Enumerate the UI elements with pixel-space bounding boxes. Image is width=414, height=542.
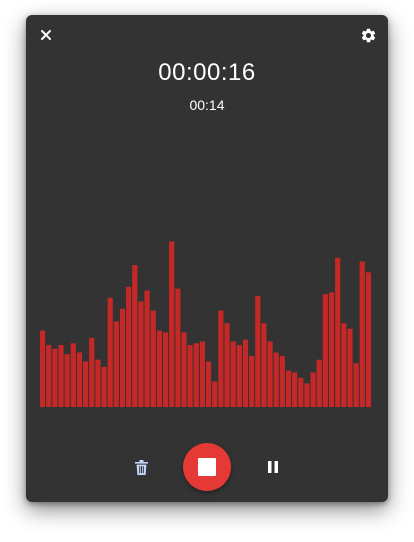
waveform-bar (335, 257, 341, 407)
close-button[interactable] (38, 27, 54, 43)
waveform-bar (119, 308, 126, 407)
waveform-bar (52, 348, 58, 407)
waveform-bar (218, 310, 224, 407)
waveform-bar (279, 356, 285, 407)
trash-icon (134, 459, 148, 475)
waveform-bar (316, 359, 322, 407)
delete-button[interactable] (132, 457, 150, 477)
waveform-bar (328, 292, 335, 407)
waveform-bar (40, 330, 46, 407)
waveform-bar (292, 372, 298, 407)
pause-button[interactable] (264, 457, 282, 477)
waveform-bar (70, 343, 76, 407)
waveform-bar (255, 295, 261, 407)
waveform-bar (83, 361, 89, 407)
waveform-bar (193, 343, 199, 407)
stop-button[interactable] (183, 443, 231, 491)
waveform-bar (304, 383, 310, 407)
waveform-bar (64, 354, 70, 407)
elapsed-time: 00:00:16 (158, 59, 256, 86)
waveform-bar (359, 261, 365, 407)
waveform-bar (212, 381, 218, 407)
waveform-bar (107, 297, 113, 407)
waveform-bar (144, 290, 150, 407)
waveform-bar (89, 337, 95, 407)
waveform-bar (138, 301, 144, 407)
waveform-bar (224, 323, 230, 407)
waveform-bar (46, 345, 52, 407)
waveform-bar (322, 294, 328, 407)
stop-icon (198, 458, 216, 476)
waveform-bar (353, 363, 359, 407)
waveform (40, 241, 371, 407)
waveform-bar (230, 341, 236, 407)
waveform-bar (101, 366, 107, 407)
waveform-bar (206, 361, 212, 407)
close-icon (41, 30, 51, 40)
waveform-bar (249, 356, 255, 407)
recorder-window: 00:00:16 00:14 (26, 15, 388, 502)
waveform-bar (156, 330, 162, 407)
waveform-bar (175, 288, 181, 407)
waveform-bar (126, 286, 132, 407)
waveform-bar (113, 321, 119, 407)
recording-duration: 00:14 (189, 97, 225, 113)
waveform-bar (58, 345, 64, 407)
waveform-bar (169, 241, 175, 407)
waveform-bar (132, 265, 138, 407)
waveform-bar (181, 332, 187, 407)
waveform-bar (242, 339, 249, 407)
waveform-bar (236, 345, 242, 407)
waveform-bar (298, 377, 304, 407)
waveform-bar (76, 352, 83, 407)
waveform-bar (267, 341, 273, 407)
waveform-bar (285, 370, 292, 407)
waveform-bar (187, 345, 193, 407)
pause-icon (268, 461, 278, 473)
waveform-bar (341, 323, 347, 407)
waveform-bar (347, 328, 353, 407)
waveform-bar (199, 341, 205, 407)
controls-bar (26, 441, 388, 493)
waveform-bar (150, 310, 156, 407)
waveform-bar (310, 372, 316, 407)
waveform-bar (365, 272, 371, 407)
waveform-bar (95, 359, 101, 407)
waveform-bar (162, 332, 169, 407)
waveform-bar (273, 352, 279, 407)
settings-button[interactable] (358, 25, 378, 45)
waveform-bar (261, 323, 267, 407)
gear-icon (361, 28, 375, 42)
